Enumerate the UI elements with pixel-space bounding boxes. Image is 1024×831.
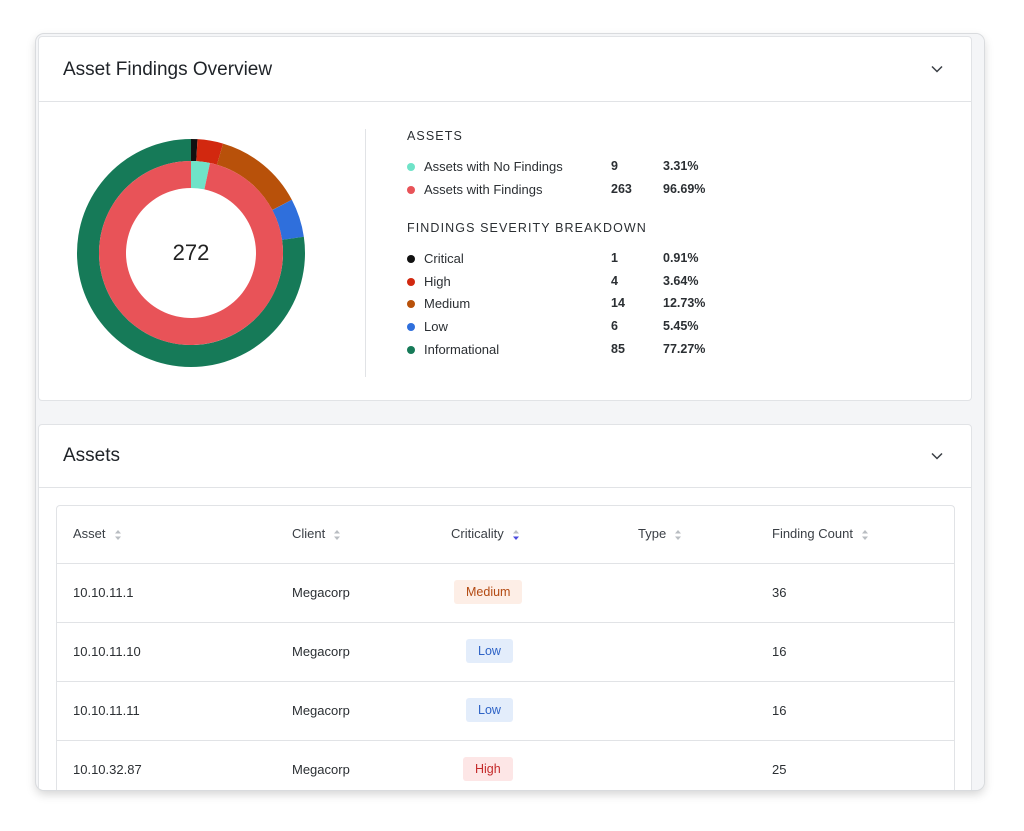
cell-finding-count: 16 [772, 644, 787, 659]
legend-label: Medium [424, 296, 471, 312]
legend-percent: 77.27% [663, 341, 706, 356]
cell-client: Megacorp [292, 644, 350, 659]
legend-percent: 12.73% [663, 296, 706, 311]
cell-client: Megacorp [292, 703, 350, 718]
sort-icon [114, 529, 121, 540]
legend-label: Low [424, 319, 448, 335]
table-row[interactable]: 10.10.11.1 Megacorp Medium 36 [57, 564, 954, 623]
column-label: Asset [73, 526, 106, 541]
cell-finding-count: 16 [772, 703, 787, 718]
legend-dot [407, 255, 415, 263]
legend-count: 263 [611, 181, 632, 196]
cell-asset[interactable]: 10.10.11.10 [73, 644, 141, 659]
cell-client: Megacorp [292, 585, 350, 600]
legend-count: 14 [611, 296, 625, 311]
column-header-asset[interactable]: Asset [73, 526, 122, 541]
sort-icon [861, 529, 868, 540]
assets-section-heading: ASSETS [407, 129, 463, 143]
severity-slice[interactable] [196, 139, 224, 165]
column-label: Type [638, 526, 667, 541]
column-label: Criticality [451, 526, 504, 541]
legend-count: 1 [611, 251, 618, 265]
assets-slice[interactable] [99, 161, 284, 345]
severity-slice[interactable] [191, 139, 198, 162]
severity-section-heading: FINDINGS SEVERITY BREAKDOWN [407, 221, 647, 235]
asset-findings-overview-card: Asset Findings Overview 272 ASSETS Asset… [38, 36, 972, 401]
table-row[interactable]: 10.10.11.10 Megacorp Low 16 [57, 623, 954, 682]
legend-dot [407, 277, 415, 286]
criticality-badge: Low [466, 698, 513, 722]
legend-label: Critical [424, 251, 464, 266]
findings-donut-chart: 272 [75, 137, 307, 369]
legend-dot [407, 323, 415, 332]
column-label: Client [292, 526, 326, 541]
legend-dot [407, 185, 415, 194]
legend-dot [407, 345, 415, 354]
severity-slice[interactable] [216, 143, 292, 211]
table-body: 10.10.11.1 Megacorp Medium 36 10.10.11.10 Meg… [57, 564, 954, 790]
table-row[interactable]: 10.10.32.87 Megacorp High 25 [57, 741, 954, 790]
overview-title: Asset Findings Overview [63, 59, 273, 80]
legend-count: 4 [611, 273, 618, 288]
legend-dot [407, 300, 415, 309]
column-header-finding-count[interactable]: Finding Count [772, 526, 869, 541]
criticality-badge: Medium [454, 580, 523, 604]
app-frame: Asset Findings Overview 272 ASSETS Asset… [36, 34, 984, 790]
table-row[interactable]: 10.10.11.11 Megacorp Low 16 [57, 682, 954, 741]
legend-percent: 0.91% [663, 251, 699, 265]
column-header-type[interactable]: Type [638, 526, 682, 541]
overview-header[interactable]: Asset Findings Overview [39, 37, 971, 102]
criticality-badge: Low [466, 639, 513, 663]
legend-label: High [424, 273, 451, 289]
assets-title: Assets [63, 445, 121, 466]
criticality-badge: High [463, 757, 513, 781]
legend-count: 6 [611, 319, 618, 334]
legend-count: 9 [611, 159, 618, 173]
assets-header[interactable]: Assets [39, 425, 971, 488]
legend-percent: 3.31% [663, 159, 699, 173]
legend-label: Assets with No Findings [424, 159, 563, 174]
severity-slice[interactable] [272, 199, 304, 240]
divider [365, 129, 366, 377]
donut-total: 272 [172, 240, 210, 265]
column-header-client[interactable]: Client [292, 526, 341, 541]
assets-card: Assets Asset Client Criticality Type Fin… [38, 424, 972, 790]
legend-percent: 3.64% [663, 273, 699, 288]
cell-asset[interactable]: 10.10.11.11 [73, 703, 140, 718]
legend-dot [407, 163, 415, 171]
donut-svg [76, 139, 305, 367]
cell-asset[interactable]: 10.10.32.87 [73, 762, 142, 777]
column-header-criticality[interactable]: Criticality [451, 526, 520, 541]
assets-table: Asset Client Criticality Type Finding Co… [56, 505, 955, 790]
column-label: Finding Count [772, 526, 853, 541]
legend-label: Informational [424, 341, 500, 357]
legend-percent: 96.69% [663, 181, 706, 196]
chevron-down-icon[interactable] [929, 61, 945, 77]
sort-icon [334, 529, 341, 540]
legend-percent: 5.45% [663, 319, 699, 334]
cell-finding-count: 25 [772, 762, 787, 777]
sort-icon [675, 529, 682, 540]
sort-desc-icon [512, 529, 519, 540]
chevron-down-icon[interactable] [929, 448, 945, 464]
assets-slice[interactable] [191, 161, 210, 190]
cell-finding-count: 36 [772, 585, 787, 600]
cell-asset[interactable]: 10.10.11.1 [73, 585, 134, 600]
scroll-track [974, 34, 984, 790]
legend-label: Assets with Findings [424, 181, 543, 197]
table-header: Asset Client Criticality Type Finding Co… [57, 506, 954, 564]
legend-count: 85 [611, 341, 625, 356]
cell-client: Megacorp [292, 762, 350, 777]
